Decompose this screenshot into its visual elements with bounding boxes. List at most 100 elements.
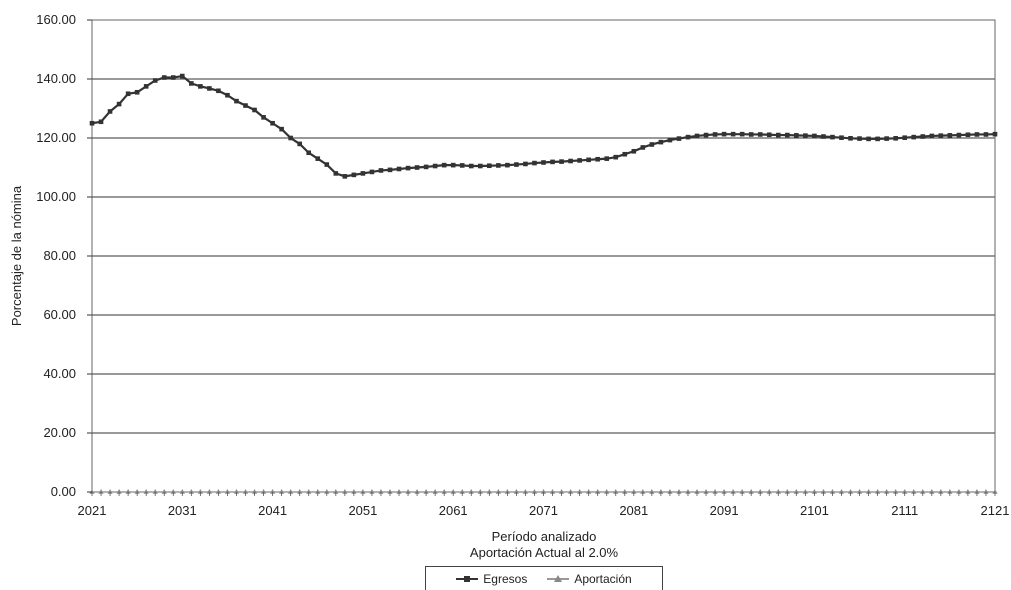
point-aportacion-2064: [477, 489, 483, 494]
point-egresos-2037: [234, 98, 239, 104]
point-aportacion-2100: [802, 489, 808, 494]
point-aportacion-2024: [116, 489, 122, 494]
point-egresos-2110: [893, 135, 898, 141]
point-egresos-2063: [468, 163, 474, 169]
point-egresos-2088: [694, 133, 700, 139]
point-egresos-2041: [270, 120, 275, 126]
point-aportacion-2039: [251, 489, 258, 494]
point-aportacion-2025: [125, 489, 131, 494]
legend-swatch-egresos: [456, 574, 479, 584]
point-egresos-2045: [306, 150, 312, 156]
y-tick-label-4: 80.00: [43, 248, 76, 263]
legend-item-egresos: Egresos: [456, 572, 527, 586]
point-aportacion-2029: [161, 489, 167, 494]
point-egresos-2034: [207, 86, 212, 91]
series-layer: [89, 73, 998, 494]
legend-label-egresos: Egresos: [483, 571, 528, 586]
x-tick-label-6: 2081: [619, 503, 648, 518]
x-tick-label-2: 2041: [258, 503, 287, 518]
point-egresos-2043: [288, 135, 293, 141]
legend-swatch-aportacion: [547, 574, 570, 584]
point-egresos-2073: [559, 159, 564, 164]
point-aportacion-2055: [396, 489, 402, 494]
point-egresos-2023: [107, 109, 113, 114]
point-aportacion-2054: [387, 489, 393, 494]
point-aportacion-2049: [342, 489, 348, 494]
point-egresos-2036: [225, 92, 230, 98]
point-aportacion-2030: [170, 489, 176, 494]
point-aportacion-2045: [306, 489, 312, 494]
point-aportacion-2081: [631, 489, 637, 494]
point-egresos-2035: [216, 88, 221, 94]
point-egresos-2107: [866, 136, 871, 142]
point-egresos-2061: [450, 162, 456, 168]
chart-legend: Egresos Aportación: [425, 566, 663, 590]
point-aportacion-2080: [622, 489, 628, 494]
point-aportacion-2057: [414, 489, 420, 494]
series-egresos: [89, 73, 998, 179]
point-egresos-2112: [911, 134, 917, 140]
y-tick-label-3: 60.00: [43, 307, 76, 322]
x-axis-title: Período analizado: [492, 529, 597, 544]
point-aportacion-2043: [288, 489, 294, 494]
point-aportacion-2089: [703, 489, 709, 494]
point-aportacion-2022: [98, 489, 104, 494]
point-aportacion-2066: [495, 489, 501, 494]
point-aportacion-2120: [983, 489, 989, 494]
point-egresos-2109: [884, 136, 889, 141]
point-aportacion-2097: [775, 489, 781, 494]
y-tick-label-6: 120.00: [36, 130, 76, 145]
point-aportacion-2032: [188, 489, 194, 494]
point-egresos-2076: [586, 157, 591, 163]
point-egresos-2094: [748, 132, 754, 137]
point-aportacion-2107: [865, 489, 872, 494]
point-aportacion-2103: [829, 489, 836, 494]
point-aportacion-2091: [721, 489, 727, 494]
legend-item-aportacion: Aportación: [547, 571, 632, 586]
point-egresos-2104: [839, 135, 844, 141]
point-egresos-2060: [441, 162, 447, 168]
point-egresos-2042: [279, 126, 284, 132]
point-aportacion-2041: [270, 489, 276, 494]
point-egresos-2033: [198, 84, 203, 89]
point-egresos-2081: [631, 148, 637, 154]
point-aportacion-2075: [577, 489, 583, 494]
point-egresos-2089: [703, 132, 709, 138]
point-aportacion-2095: [757, 489, 763, 494]
point-aportacion-2071: [540, 489, 547, 494]
x-tick-label-4: 2061: [439, 503, 468, 518]
point-egresos-2055: [396, 166, 402, 172]
point-aportacion-2026: [134, 489, 140, 494]
point-egresos-2072: [550, 159, 555, 165]
y-tick-label-5: 100.00: [36, 189, 76, 204]
y-tick-label-0: 0.00: [51, 484, 76, 499]
point-aportacion-2090: [712, 489, 718, 494]
x-tick-label-1: 2031: [168, 503, 197, 518]
x-tick-label-9: 2111: [891, 503, 918, 518]
point-aportacion-2083: [649, 489, 655, 494]
point-aportacion-2076: [586, 489, 592, 494]
point-aportacion-2099: [793, 489, 799, 494]
point-aportacion-2044: [297, 489, 303, 494]
point-egresos-2064: [477, 163, 483, 169]
point-aportacion-2117: [956, 489, 962, 494]
point-egresos-2026: [134, 89, 140, 95]
point-aportacion-2109: [884, 489, 890, 494]
point-aportacion-2059: [432, 489, 438, 494]
point-egresos-2090: [712, 132, 718, 137]
point-aportacion-2111: [902, 489, 908, 494]
point-aportacion-2112: [911, 489, 917, 494]
point-egresos-2100: [803, 133, 808, 138]
y-tick-label-2: 40.00: [43, 366, 76, 381]
point-aportacion-2023: [107, 489, 113, 494]
legend-label-aportacion: Aportación: [574, 571, 632, 586]
point-egresos-2117: [956, 132, 962, 138]
point-egresos-2028: [152, 78, 158, 83]
point-aportacion-2047: [324, 489, 330, 494]
point-egresos-2022: [98, 119, 104, 125]
point-egresos-2092: [730, 131, 736, 137]
point-aportacion-2056: [405, 489, 411, 494]
point-aportacion-2113: [920, 489, 926, 494]
point-egresos-2093: [739, 131, 745, 137]
point-aportacion-2118: [965, 489, 971, 494]
